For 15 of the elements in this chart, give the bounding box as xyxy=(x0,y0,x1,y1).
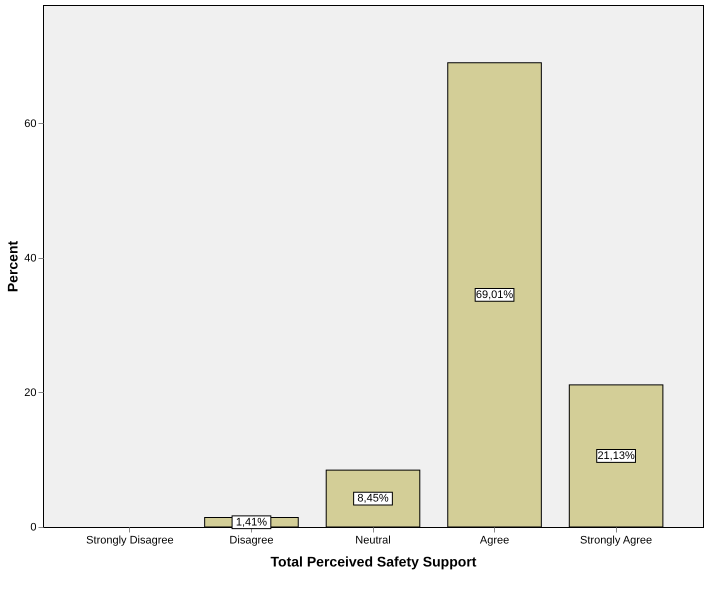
data-label: 1,41% xyxy=(236,516,268,528)
x-tick-label: Disagree xyxy=(229,534,274,546)
data-label: 69,01% xyxy=(476,288,514,301)
data-label: 21,13% xyxy=(597,450,635,462)
data-label: 8,45% xyxy=(357,492,389,505)
y-tick-label: 20 xyxy=(24,386,36,399)
x-tick-label: Agree xyxy=(480,534,510,546)
x-tick-label: Strongly Disagree xyxy=(86,534,174,546)
y-tick-label: 0 xyxy=(30,522,36,534)
x-tick-label: Neutral xyxy=(355,534,391,546)
y-tick-label: 40 xyxy=(24,252,36,264)
x-axis-title: Total Perceived Safety Support xyxy=(270,554,477,570)
y-axis-title: Percent xyxy=(4,240,20,292)
y-tick-label: 60 xyxy=(24,118,36,130)
x-tick-label: Strongly Agree xyxy=(580,534,652,546)
